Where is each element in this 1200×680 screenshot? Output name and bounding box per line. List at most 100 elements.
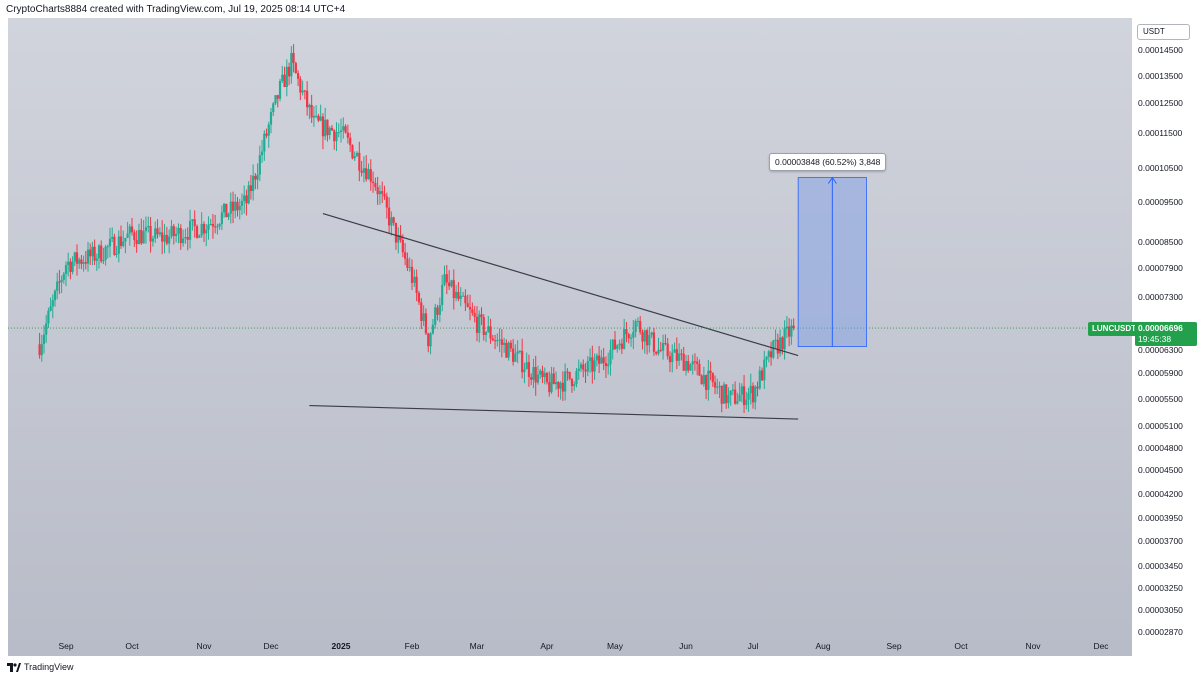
candle-body xyxy=(609,350,612,365)
candle-body xyxy=(254,175,257,180)
candle-body xyxy=(216,226,219,228)
candle-body xyxy=(616,345,619,349)
candle-body xyxy=(604,363,608,367)
price-tick-label: 0.00004500 xyxy=(1138,465,1183,475)
candle-body xyxy=(62,273,65,280)
candlestick-chart[interactable] xyxy=(8,18,1132,656)
candle-body xyxy=(315,115,318,117)
candle-body xyxy=(600,357,603,364)
candle-body xyxy=(564,371,567,392)
candle-body xyxy=(371,181,375,184)
candle-body xyxy=(441,284,444,306)
candle-body xyxy=(227,213,230,218)
candle-body xyxy=(722,384,726,404)
tradingview-logo[interactable]: TradingView xyxy=(7,662,74,672)
candle-body xyxy=(525,362,528,370)
candle-body xyxy=(381,191,384,194)
price-tick-label: 0.00004800 xyxy=(1138,443,1183,453)
candle-body xyxy=(785,326,788,329)
candle-body xyxy=(713,382,717,388)
candle-body xyxy=(575,371,578,385)
chart-pane[interactable] xyxy=(8,18,1132,656)
candle-body xyxy=(788,326,791,337)
candle-body xyxy=(792,325,795,329)
candle-body xyxy=(734,389,737,404)
candle-body xyxy=(760,370,764,381)
candle-body xyxy=(627,334,630,339)
candle-body xyxy=(238,205,241,211)
time-axis[interactable]: Sep Oct Nov Dec 2025 Feb Mar Apr May Jun Jul Aug Sep… xyxy=(8,638,1132,656)
candle-body xyxy=(151,238,155,242)
candle-body xyxy=(457,291,460,299)
candle-body xyxy=(767,351,770,357)
candle-body xyxy=(471,309,474,313)
candle-body xyxy=(296,73,300,79)
candle-body xyxy=(47,310,50,324)
candle-body xyxy=(602,357,605,364)
price-tick-label: 0.00003700 xyxy=(1138,536,1183,546)
candle-body xyxy=(464,295,467,304)
time-tick-label: Aug xyxy=(815,641,831,651)
candle-body xyxy=(274,95,277,104)
price-tick-label: 0.00003450 xyxy=(1138,561,1183,571)
candle-body xyxy=(58,281,61,283)
candle-body xyxy=(413,276,416,283)
candle-body xyxy=(303,90,306,92)
price-tick-label: 0.00012500 xyxy=(1138,98,1183,108)
candle-body xyxy=(163,234,166,242)
chart-header: CryptoCharts8884 created with TradingVie… xyxy=(0,0,1200,20)
candle-body xyxy=(561,382,564,392)
candle-body xyxy=(408,266,411,268)
candle-body xyxy=(179,227,182,244)
candle-body xyxy=(317,115,320,121)
candle-body xyxy=(505,342,508,358)
candle-body xyxy=(111,236,114,239)
candle-body xyxy=(390,217,393,226)
resistance-trendline xyxy=(322,212,799,357)
candle-body xyxy=(117,236,120,254)
candle-body xyxy=(392,217,395,223)
candle-body xyxy=(263,133,266,152)
candle-body xyxy=(636,320,640,322)
candle-body xyxy=(424,313,428,334)
candle-body xyxy=(657,349,660,354)
price-tick-label: 0.00013500 xyxy=(1138,71,1183,81)
time-tick-label: Dec xyxy=(1093,641,1109,651)
candle-body xyxy=(550,373,553,393)
candle-body xyxy=(100,245,103,262)
currency-selector[interactable]: USDT xyxy=(1137,24,1190,40)
candle-body xyxy=(429,333,432,347)
candle-body xyxy=(698,363,701,376)
candle-body xyxy=(394,222,398,243)
candle-body xyxy=(509,342,512,349)
price-tick-label: 0.00005900 xyxy=(1138,368,1183,378)
candle-body xyxy=(95,258,98,261)
candle-body xyxy=(634,321,637,332)
candle-body xyxy=(69,261,72,272)
candle-body xyxy=(431,324,434,334)
candle-body xyxy=(346,132,349,138)
candle-body xyxy=(530,376,533,380)
candle-body xyxy=(778,337,782,354)
candle-body xyxy=(358,152,361,171)
candle-body xyxy=(648,335,651,346)
candle-body xyxy=(397,235,400,243)
candle-body xyxy=(126,233,129,238)
time-tick-label: Nov xyxy=(1025,641,1041,651)
candle-body xyxy=(188,220,192,240)
candle-body xyxy=(86,249,90,264)
price-tick-label: 0.00003050 xyxy=(1138,605,1183,615)
candle-body xyxy=(720,385,723,404)
candle-body xyxy=(211,223,215,227)
candle-body xyxy=(401,240,404,253)
candle-body xyxy=(38,344,41,356)
candle-body xyxy=(97,245,101,259)
candle-body xyxy=(687,361,690,371)
candle-body xyxy=(725,384,728,404)
candle-body xyxy=(539,370,542,375)
candle-body xyxy=(666,343,669,357)
candle-body xyxy=(308,104,311,108)
candle-body xyxy=(645,330,649,346)
price-tick-label: 0.00004200 xyxy=(1138,489,1183,499)
candle-body xyxy=(417,292,421,303)
